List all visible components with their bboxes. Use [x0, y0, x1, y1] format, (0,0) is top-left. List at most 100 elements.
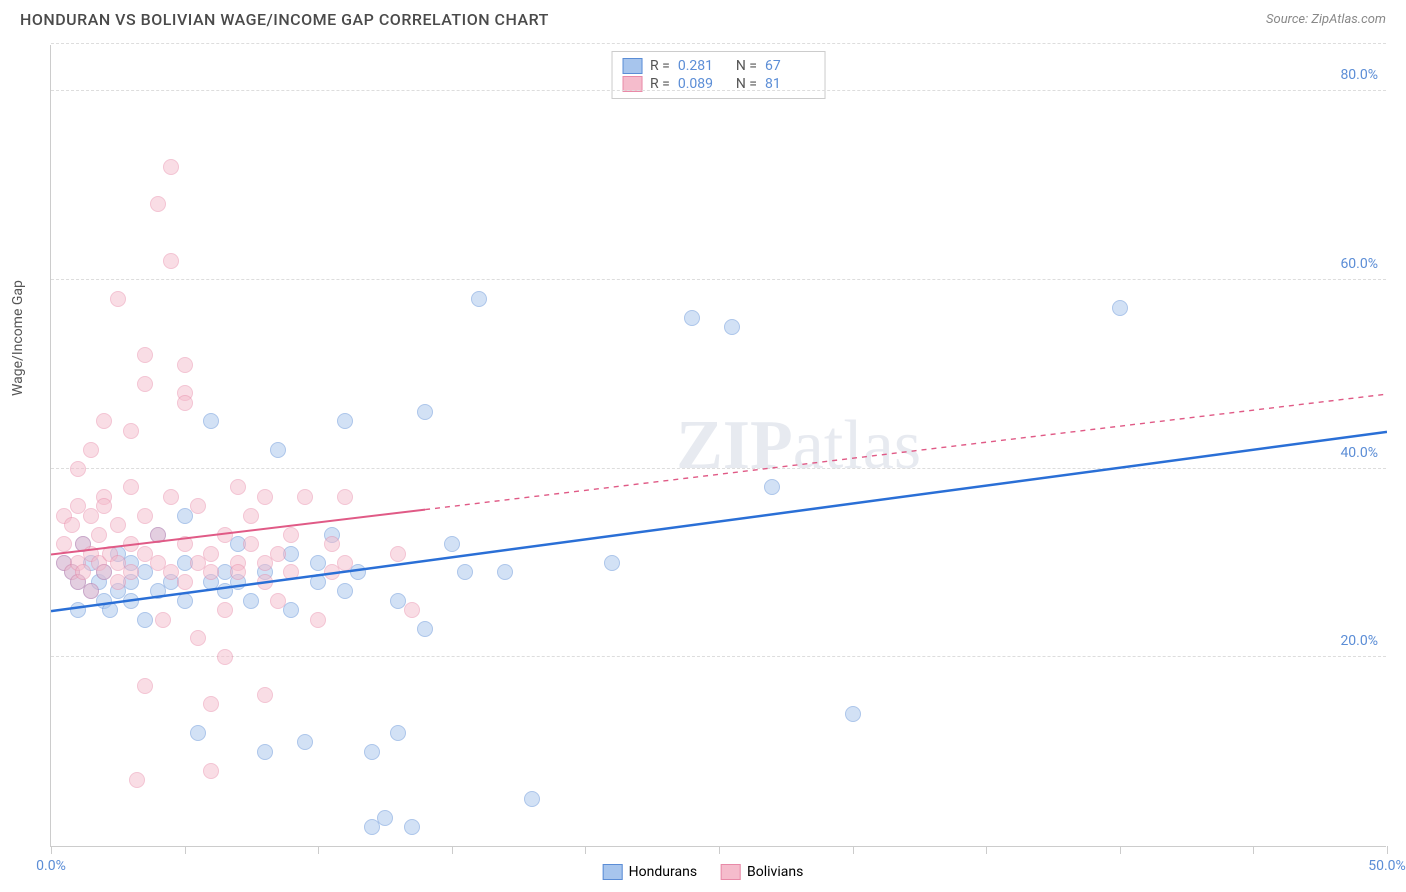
data-point [404, 819, 420, 835]
legend-n-label: N = [736, 58, 757, 74]
data-point [96, 498, 112, 514]
data-point [337, 489, 353, 505]
data-point [524, 791, 540, 807]
data-point [230, 479, 246, 495]
x-tick-label: 50.0% [1368, 858, 1406, 874]
data-point [177, 536, 193, 552]
data-point [377, 810, 393, 826]
data-point [203, 763, 219, 779]
data-point [324, 536, 340, 552]
x-tick [318, 846, 319, 854]
y-tick-label: 80.0% [1340, 67, 1378, 83]
data-point [350, 564, 366, 580]
scatter-chart: ZIPatlas R =0.281N =67R =0.089N =81 20.0… [50, 45, 1386, 847]
x-tick [1253, 846, 1254, 854]
grid-line [51, 656, 1386, 657]
data-point [137, 678, 153, 694]
legend-n-value: 67 [765, 58, 815, 74]
data-point [163, 159, 179, 175]
data-point [110, 517, 126, 533]
data-point [163, 489, 179, 505]
data-point [764, 479, 780, 495]
data-point [137, 376, 153, 392]
data-point [364, 744, 380, 760]
data-point [417, 404, 433, 420]
data-point [56, 536, 72, 552]
legend-row: R =0.281N =67 [622, 58, 815, 74]
data-point [243, 536, 259, 552]
data-point [257, 489, 273, 505]
legend-swatch [721, 864, 741, 880]
x-tick-label: 0.0% [36, 858, 66, 874]
source-attribution: Source: ZipAtlas.com [1266, 12, 1386, 27]
y-tick-label: 40.0% [1340, 445, 1378, 461]
data-point [337, 413, 353, 429]
data-point [471, 291, 487, 307]
data-point [684, 310, 700, 326]
x-tick [986, 846, 987, 854]
data-point [70, 602, 86, 618]
grid-line [51, 90, 1386, 91]
y-tick-label: 20.0% [1340, 633, 1378, 649]
data-point [102, 602, 118, 618]
data-point [230, 564, 246, 580]
data-point [163, 253, 179, 269]
x-tick [1387, 846, 1388, 854]
data-point [257, 744, 273, 760]
data-point [190, 630, 206, 646]
data-point [604, 555, 620, 571]
series-legend-item: Hondurans [603, 864, 697, 880]
series-legend-item: Bolivians [721, 864, 803, 880]
x-tick [719, 846, 720, 854]
data-point [257, 574, 273, 590]
data-point [129, 772, 145, 788]
data-point [123, 564, 139, 580]
watermark: ZIPatlas [676, 406, 921, 486]
data-point [150, 196, 166, 212]
data-point [337, 583, 353, 599]
grid-line [51, 468, 1386, 469]
data-point [283, 527, 299, 543]
stats-legend: R =0.281N =67R =0.089N =81 [611, 51, 826, 99]
data-point [150, 527, 166, 543]
legend-r-label: R = [650, 58, 670, 74]
data-point [110, 291, 126, 307]
data-point [310, 612, 326, 628]
x-tick [585, 846, 586, 854]
data-point [404, 602, 420, 618]
series-legend: Hondurans Bolivians [603, 864, 804, 880]
data-point [123, 593, 139, 609]
data-point [270, 546, 286, 562]
data-point [177, 574, 193, 590]
x-tick [185, 846, 186, 854]
series-name: Hondurans [629, 864, 697, 880]
data-point [83, 442, 99, 458]
x-tick [452, 846, 453, 854]
data-point [203, 564, 219, 580]
data-point [83, 583, 99, 599]
data-point [270, 593, 286, 609]
data-point [123, 479, 139, 495]
data-point [155, 612, 171, 628]
data-point [243, 508, 259, 524]
legend-swatch [603, 864, 623, 880]
data-point [845, 706, 861, 722]
data-point [203, 413, 219, 429]
data-point [203, 546, 219, 562]
grid-line [51, 43, 1386, 44]
data-point [270, 442, 286, 458]
data-point [203, 696, 219, 712]
data-point [75, 564, 91, 580]
y-axis-label: Wage/Income Gap [10, 280, 26, 396]
data-point [177, 593, 193, 609]
data-point [724, 319, 740, 335]
x-tick [853, 846, 854, 854]
x-tick [51, 846, 52, 854]
data-point [137, 612, 153, 628]
data-point [70, 461, 86, 477]
data-point [444, 536, 460, 552]
data-point [257, 687, 273, 703]
data-point [390, 725, 406, 741]
data-point [217, 602, 233, 618]
data-point [283, 564, 299, 580]
